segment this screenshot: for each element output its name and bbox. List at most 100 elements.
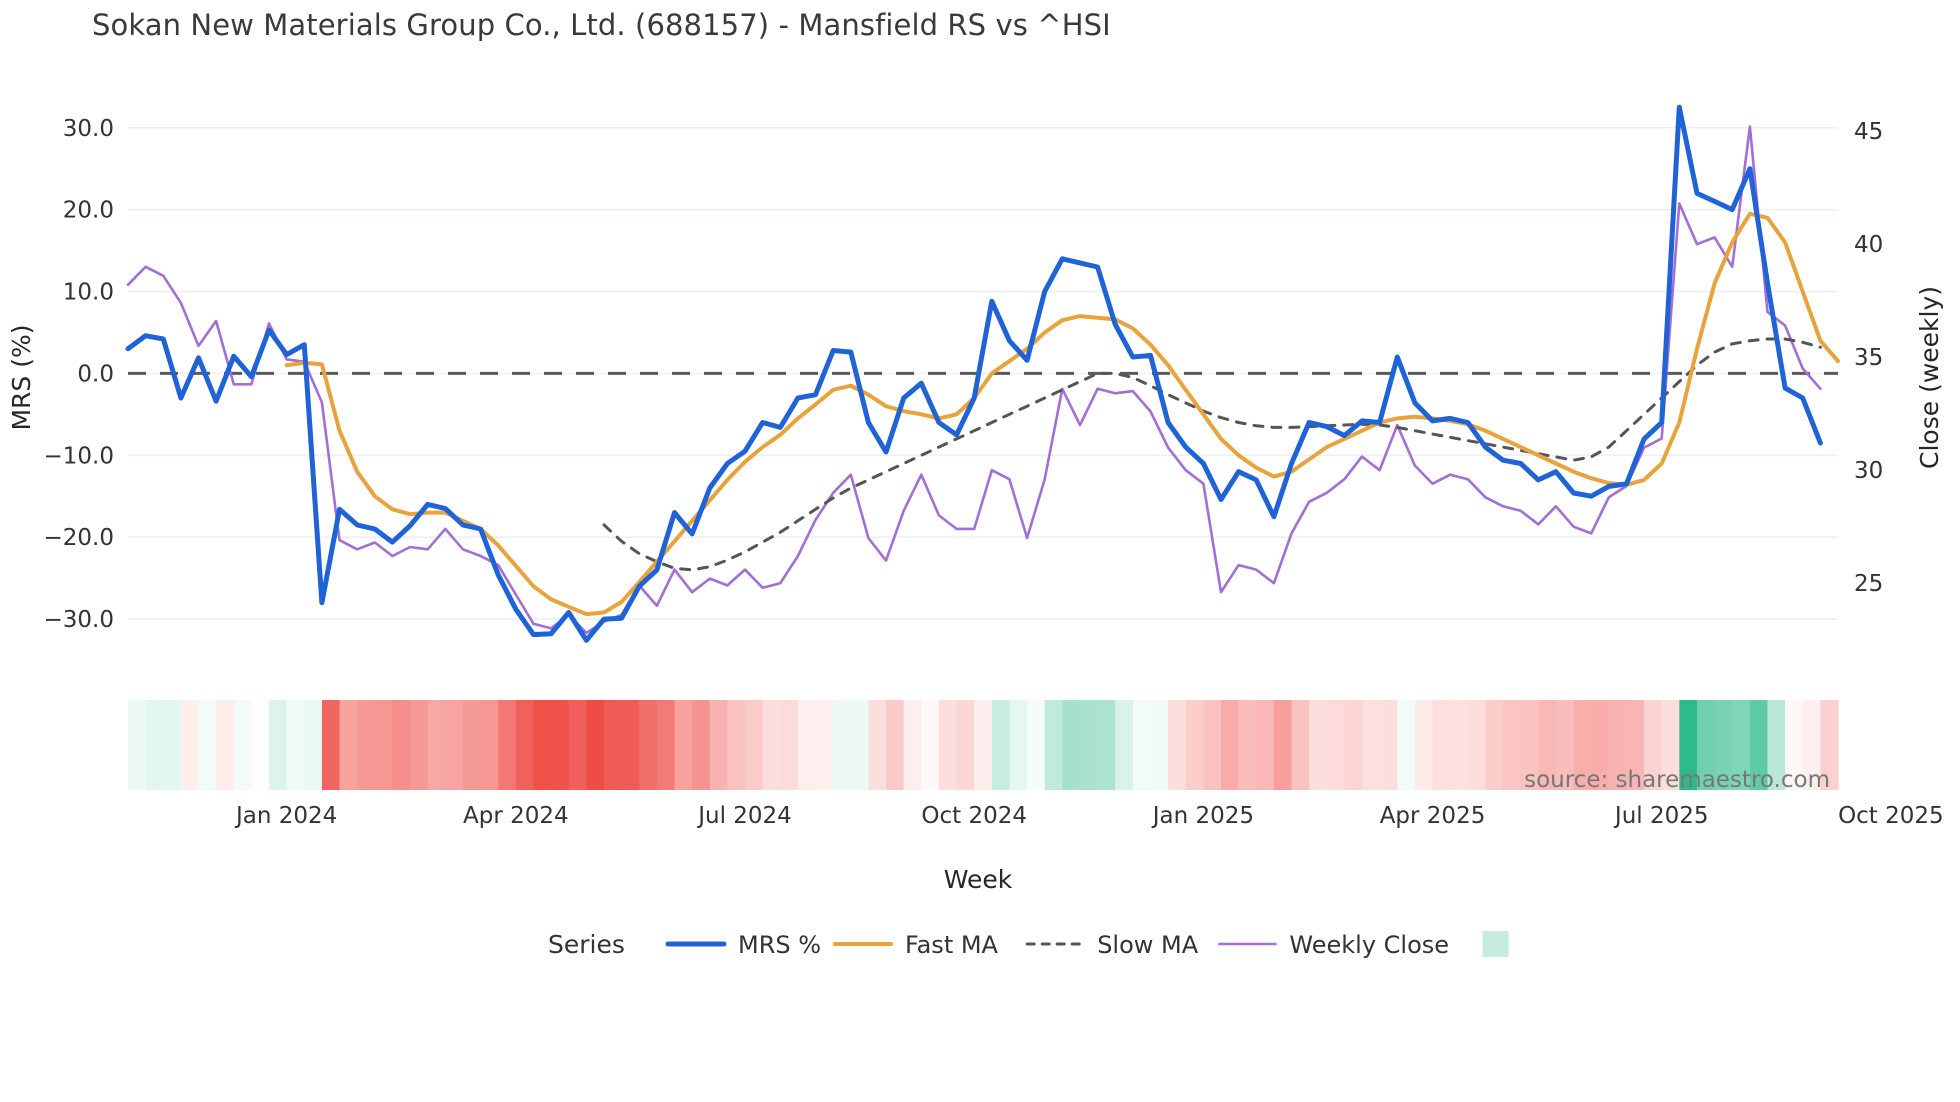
y-axis-tick-label: 0.0 — [77, 361, 114, 387]
heatmap-cell — [1679, 700, 1698, 790]
heatmap-cell — [1115, 700, 1134, 790]
heatmap-cell — [1591, 700, 1610, 790]
heatmap-cell — [269, 700, 288, 790]
heatmap-cell — [1220, 700, 1240, 790]
heatmap-cell — [551, 700, 570, 790]
x-axis-tick-label: Jan 2024 — [234, 803, 337, 829]
heatmap-cell — [321, 700, 341, 790]
heatmap-cell — [621, 700, 640, 790]
heatmap-cell — [709, 700, 728, 790]
heatmap-cell — [603, 700, 623, 790]
heatmap-cell — [128, 700, 147, 790]
series-line-weekly-close — [126, 125, 1822, 635]
heatmap-cell — [1238, 700, 1257, 790]
heatmap-cell — [1079, 700, 1099, 790]
heatmap-cell — [797, 700, 817, 790]
y-axis-title: MRS (%) — [7, 324, 36, 430]
legend-label-fast-ma[interactable]: Fast MA — [905, 931, 999, 959]
heatmap-cell — [868, 700, 887, 790]
heatmap-cell — [692, 700, 711, 790]
legend-label-mrs-[interactable]: MRS % — [738, 931, 821, 959]
heatmap-cell — [639, 700, 658, 790]
heatmap-cell — [780, 700, 799, 790]
y-axis-tick-label: 20.0 — [63, 198, 114, 224]
legend-item-fast-ma[interactable]: Fast MA — [833, 931, 999, 959]
y-axis-right-ticks: 45 40 35 30 25 — [1854, 119, 1883, 597]
heatmap-cell — [1326, 700, 1345, 790]
heatmap-cell — [1714, 700, 1733, 790]
legend-item-slow-ma[interactable]: Slow MA — [1025, 931, 1199, 959]
heatmap-cell — [515, 700, 535, 790]
heatmap-cell — [762, 700, 781, 790]
heatmap-cell — [991, 700, 1011, 790]
legend-item-mrs-[interactable]: MRS % — [665, 931, 821, 959]
heatmap-cell — [410, 700, 429, 790]
heatmap-cell — [1203, 700, 1222, 790]
y2-axis-tick-label: 45 — [1854, 119, 1883, 145]
legend-item-weekly-close[interactable]: Weekly Close — [1218, 931, 1449, 959]
heatmap-cell — [1538, 700, 1557, 790]
heatmap-cell — [216, 700, 235, 790]
heatmap-cell — [1432, 700, 1451, 790]
heatmap-cell — [392, 700, 411, 790]
legend-swatch-band[interactable] — [1482, 931, 1509, 957]
heatmap-cell — [745, 700, 764, 790]
source-watermark: source: sharemaestro.com — [1524, 767, 1830, 793]
heatmap-cell — [1696, 700, 1716, 790]
heatmap-cell — [145, 700, 164, 790]
heatmap-cell — [1450, 700, 1469, 790]
y-axis-tick-label: −10.0 — [44, 443, 114, 469]
series-line-mrs- — [125, 104, 1823, 643]
heatmap-cell — [974, 700, 993, 790]
y2-axis-tick-label: 30 — [1854, 458, 1883, 484]
heatmap-cell — [1661, 700, 1680, 790]
heatmap-cell — [1291, 700, 1310, 790]
legend-label-weekly-close[interactable]: Weekly Close — [1289, 931, 1449, 959]
heatmap-cell — [956, 700, 975, 790]
heatmap-cell — [1344, 700, 1363, 790]
heatmap-cell — [938, 700, 958, 790]
y-axis-tick-label: 30.0 — [63, 116, 114, 142]
heatmap-cell — [374, 700, 394, 790]
heatmap-cell — [462, 700, 482, 790]
x-axis-tick-label: Apr 2025 — [1380, 803, 1486, 829]
heatmap-cell — [1044, 700, 1063, 790]
heatmap-cell — [674, 700, 693, 790]
heatmap-cell — [1168, 700, 1187, 790]
heatmap-cell — [1485, 700, 1504, 790]
legend[interactable]: Series MRS % Fast MA Slow MA Weekly Close — [548, 930, 1509, 959]
heatmap-cell — [568, 700, 587, 790]
heatmap-cell — [533, 700, 552, 790]
y-axis-tick-label: 10.0 — [63, 280, 114, 306]
heatmap-cell — [1503, 700, 1522, 790]
heatmap-cell — [1626, 700, 1645, 790]
heatmap-cell — [1273, 700, 1293, 790]
heatmap-cell — [586, 700, 605, 790]
heatmap-cell — [1097, 700, 1116, 790]
y-axis-tick-label: −20.0 — [44, 525, 114, 551]
heatmap-cell — [498, 700, 517, 790]
heatmap-cell — [833, 700, 852, 790]
heatmap-cell — [1309, 700, 1328, 790]
heatmap-cell — [886, 700, 905, 790]
heatmap-cell — [304, 700, 323, 790]
x-axis-tick-label: Jul 2025 — [1613, 803, 1709, 829]
heatmap-cell — [1362, 700, 1381, 790]
legend-item-band[interactable] — [1482, 931, 1509, 957]
heatmap-band — [128, 700, 1839, 790]
heatmap-cell — [850, 700, 870, 790]
heatmap-cell — [1256, 700, 1275, 790]
heatmap-cell — [427, 700, 446, 790]
x-axis-tick-label: Jan 2025 — [1151, 803, 1254, 829]
heatmap-cell — [1009, 700, 1028, 790]
y2-axis-tick-label: 40 — [1854, 232, 1883, 258]
heatmap-cell — [1027, 700, 1046, 790]
x-axis-title: Week — [944, 865, 1013, 894]
chart-title: Sokan New Materials Group Co., Ltd. (688… — [92, 8, 1111, 42]
heatmap-cell — [1185, 700, 1204, 790]
heatmap-cell — [1767, 700, 1786, 790]
heatmap-cell — [1785, 700, 1804, 790]
legend-label-slow-ma[interactable]: Slow MA — [1097, 931, 1199, 959]
heatmap-cell — [1132, 700, 1152, 790]
